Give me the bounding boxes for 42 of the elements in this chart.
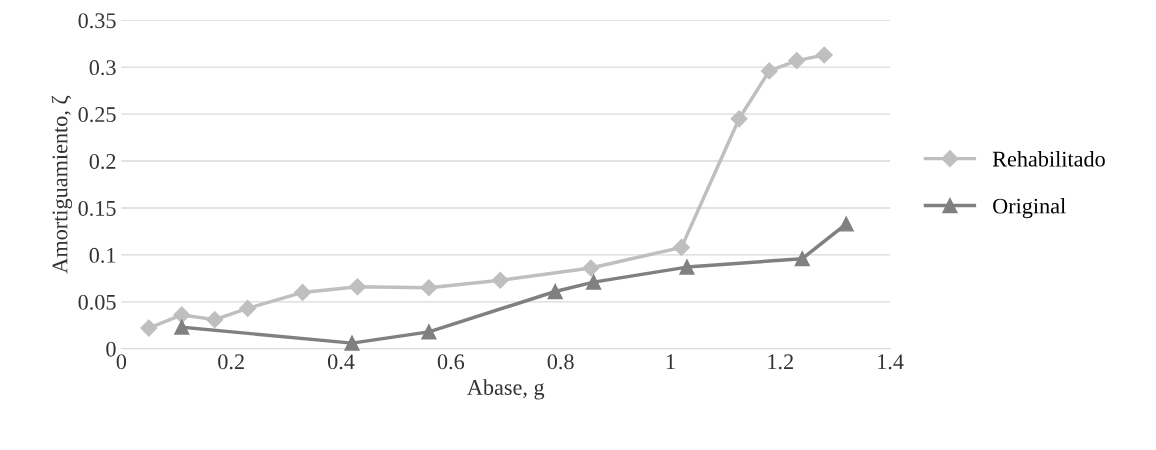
point [173, 306, 191, 324]
point [344, 335, 360, 351]
x-axis-title: Abase, g [467, 379, 545, 400]
point [547, 283, 563, 300]
y-tick-label: 0.2 [89, 153, 116, 170]
y-tick-label: 0.35 [78, 13, 116, 29]
x-tick-label: 0.8 [547, 354, 574, 370]
point [794, 251, 810, 267]
point [672, 238, 691, 256]
y-tick-label: 0.05 [78, 294, 116, 310]
y-tick-label: 0 [106, 341, 116, 357]
point [420, 279, 438, 297]
point [348, 278, 367, 296]
point [585, 274, 602, 290]
point [294, 283, 312, 301]
x-tick-label: 0.2 [218, 354, 244, 370]
point [421, 324, 437, 340]
x-tick-label: 1.2 [768, 354, 793, 370]
point [491, 271, 509, 289]
point [788, 52, 806, 70]
x-tick-label: 0.4 [327, 354, 355, 370]
x-tick-label: 0 [116, 354, 127, 370]
point [582, 259, 600, 277]
point [140, 319, 158, 337]
point [730, 110, 748, 128]
point [679, 259, 695, 275]
point [174, 319, 190, 335]
point [838, 216, 854, 232]
y-tick-label: 0.3 [89, 60, 116, 76]
x-tick-label: 0.6 [437, 354, 465, 370]
y-tick-label: 0.15 [78, 200, 116, 216]
y-axis-title: Amortiguamiento, ζ [51, 95, 73, 274]
legend-label: Rehabilitado [992, 150, 1105, 167]
x-tick-label: 1 [666, 354, 675, 370]
x-tick-label: 1.4 [878, 354, 904, 370]
legend-label: Original [993, 197, 1066, 219]
y-tick-label: 0.25 [78, 107, 116, 123]
point [239, 299, 257, 317]
point [760, 62, 778, 80]
y-tick-label: 0.1 [89, 247, 116, 263]
point [206, 311, 224, 329]
point [815, 46, 833, 64]
